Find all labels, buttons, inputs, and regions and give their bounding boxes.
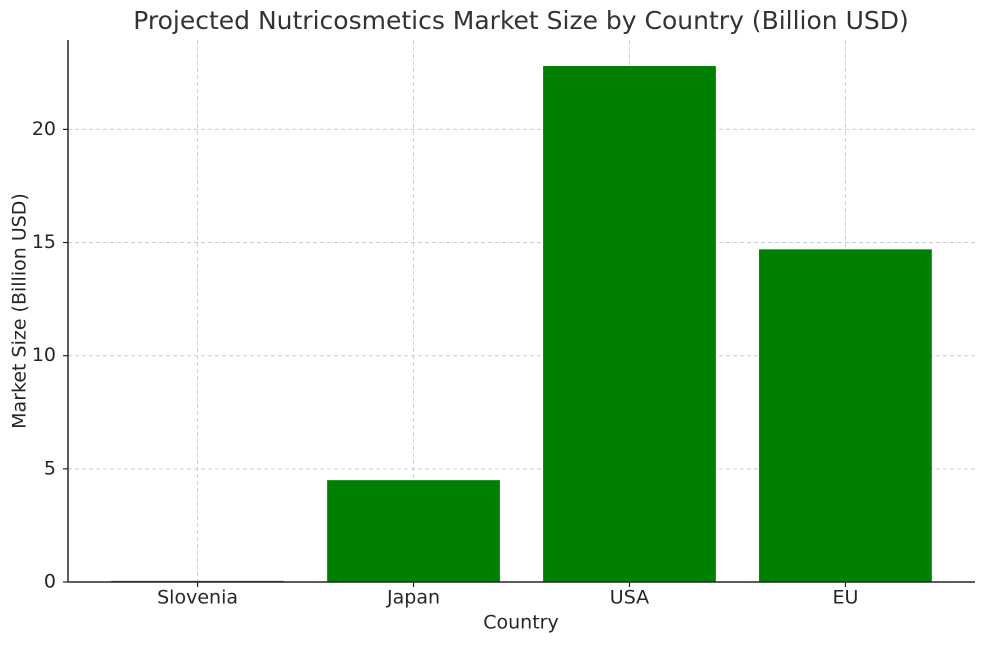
- x-tick-label: EU: [832, 587, 858, 609]
- y-tick-label: 0: [44, 571, 56, 593]
- y-axis-label: Market Size (Billion USD): [9, 193, 31, 429]
- y-tick-label: 15: [32, 231, 56, 253]
- y-tick-label: 5: [44, 457, 56, 479]
- chart-title: Projected Nutricosmetics Market Size by …: [133, 6, 909, 35]
- bar: [327, 480, 500, 582]
- bar: [543, 66, 716, 583]
- y-tick-label: 10: [32, 344, 56, 366]
- x-tick-label: Slovenia: [157, 587, 238, 609]
- bars: [111, 66, 932, 583]
- bar: [759, 249, 932, 582]
- x-axis-label: Country: [483, 612, 558, 634]
- y-tick-label: 20: [32, 118, 56, 140]
- x-tick-label: USA: [610, 587, 649, 609]
- x-tick-label: Japan: [386, 587, 440, 609]
